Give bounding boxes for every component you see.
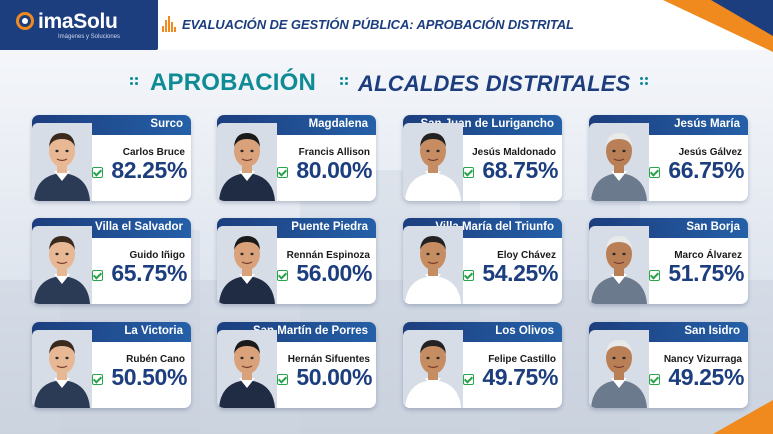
check-icon <box>92 374 103 385</box>
mayor-card: San Juan de Lurigancho Jesús Maldonado 68.… <box>403 115 562 201</box>
mayor-card: San Isidro Nancy Vizurraga 49.25% <box>589 322 748 408</box>
brand-tagline: Imágenes y Soluciones <box>58 34 121 40</box>
mayor-photo <box>589 123 649 201</box>
approval-percentage: 56.00% <box>296 260 372 286</box>
check-icon <box>92 167 103 178</box>
dots-icon <box>340 77 352 89</box>
mayor-card: Jesús María Jesús Gálvez 66.75% <box>589 115 748 201</box>
mayor-card: Magdalena Francis Allison 80.00% <box>217 115 376 201</box>
mayor-card: Villa María del Triunfo Eloy Chávez 54.25% <box>403 218 562 304</box>
approval-percentage: 50.00% <box>296 364 372 390</box>
mayor-name: Eloy Chávez <box>497 250 556 261</box>
mayor-card: Puente Piedra Rennán Espinoza 56.00% <box>217 218 376 304</box>
district-name: San Martín de Porres <box>252 325 368 337</box>
district-name: La Victoria <box>124 325 183 337</box>
mayor-name: Felipe Castillo <box>488 354 556 365</box>
district-name: San Borja <box>686 221 740 233</box>
mayor-name: Francis Allison <box>298 147 370 158</box>
district-name: Puente Piedra <box>291 221 368 233</box>
mayor-photo <box>32 226 92 304</box>
header-accent-blue <box>711 0 773 36</box>
approval-percentage: 49.75% <box>482 364 558 390</box>
check-icon <box>463 270 474 281</box>
district-name: Villa María del Triunfo <box>435 221 554 233</box>
sound-wave-icon <box>162 16 178 32</box>
headline-approval: APROBACIÓN <box>150 69 317 96</box>
approval-percentage: 80.00% <box>296 157 372 183</box>
check-icon <box>649 167 660 178</box>
district-name: Jesús María <box>674 118 740 130</box>
approval-percentage: 50.50% <box>111 364 187 390</box>
mayor-name: Jesús Maldonado <box>472 147 556 158</box>
approval-percentage: 66.75% <box>668 157 744 183</box>
approval-percentage: 82.25% <box>111 157 187 183</box>
mayor-name: Guido Iñigo <box>129 250 185 261</box>
mayor-photo <box>403 123 463 201</box>
mayor-photo <box>217 123 277 201</box>
mayor-photo <box>589 330 649 408</box>
check-icon <box>277 374 288 385</box>
logo-mark-icon <box>16 12 34 30</box>
mayor-name: Marco Álvarez <box>674 250 742 261</box>
district-name: San Isidro <box>684 325 740 337</box>
approval-percentage: 51.75% <box>668 260 744 286</box>
mayor-photo <box>217 330 277 408</box>
mayor-name: Hernán Sifuentes <box>287 354 370 365</box>
district-name: Los Olivos <box>495 325 554 337</box>
mayor-card: Villa el Salvador Guido Iñigo 65.75% <box>32 218 191 304</box>
check-icon <box>649 374 660 385</box>
headline-mayors: ALCALDES DISTRITALES <box>358 71 631 96</box>
mayor-card: San Martín de Porres Hernán Sifuentes 50.0… <box>217 322 376 408</box>
mayor-name: Carlos Bruce <box>122 147 185 158</box>
dots-icon <box>130 77 142 89</box>
district-name: Magdalena <box>308 118 368 130</box>
brand-name: imaSolu <box>38 10 118 33</box>
section-headline: APROBACIÓN ALCALDES DISTRITALES <box>0 69 773 97</box>
approval-percentage: 49.25% <box>668 364 744 390</box>
mayor-name: Nancy Vizurraga <box>663 354 742 365</box>
check-icon <box>277 270 288 281</box>
page-title: EVALUACIÓN DE GESTIÓN PÚBLICA: APROBACIÓ… <box>182 17 574 32</box>
check-icon <box>92 270 103 281</box>
mayor-photo <box>403 226 463 304</box>
mayor-photo <box>217 226 277 304</box>
mayor-card: La Victoria Rubén Cano 50.50% <box>32 322 191 408</box>
district-name: Villa el Salvador <box>94 221 183 233</box>
district-name: Surco <box>150 118 183 130</box>
check-icon <box>463 167 474 178</box>
mayor-photo <box>589 226 649 304</box>
check-icon <box>277 167 288 178</box>
check-icon <box>649 270 660 281</box>
mayor-name: Jesús Gálvez <box>678 147 742 158</box>
mayor-name: Rubén Cano <box>126 354 185 365</box>
approval-percentage: 68.75% <box>482 157 558 183</box>
check-icon <box>463 374 474 385</box>
mayor-name: Rennán Espinoza <box>286 250 370 261</box>
brand-logo: imaSolu Imágenes y Soluciones <box>0 0 158 50</box>
mayor-photo <box>32 123 92 201</box>
mayor-card: San Borja Marco Álvarez 51.75% <box>589 218 748 304</box>
mayor-card: Los Olivos Felipe Castillo 49.75% <box>403 322 562 408</box>
mayor-photo <box>32 330 92 408</box>
header-bar: imaSolu Imágenes y Soluciones EVALUACIÓN… <box>0 0 773 52</box>
mayor-photo <box>403 330 463 408</box>
approval-percentage: 54.25% <box>482 260 558 286</box>
dots-icon <box>640 77 652 89</box>
approval-percentage: 65.75% <box>111 260 187 286</box>
mayor-card: Surco Carlos Bruce 82.25% <box>32 115 191 201</box>
